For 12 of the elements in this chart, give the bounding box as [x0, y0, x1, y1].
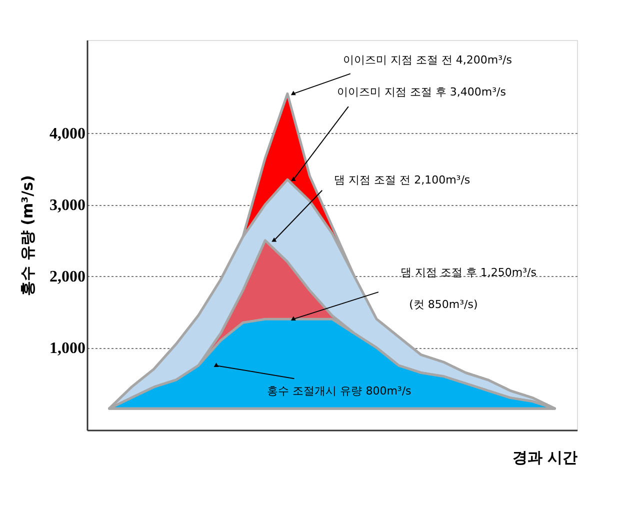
y-tick-label: 2,000 [50, 268, 86, 286]
annotation: 댐 지점 조절 후 1,250m³/s [400, 266, 537, 280]
y-tick-label: 4,000 [50, 126, 86, 143]
annotation: (컷 850m³/s) [409, 298, 478, 312]
y-tick-label: 1,000 [50, 340, 86, 358]
annotation: 이이즈미 지점 조절 전 4,200m³/s [342, 54, 512, 67]
annotation: 댐 지점 조절 전 2,100m³/s [334, 173, 470, 186]
annotation: 이이즈미 지점 조절 후 3,400m³/s [336, 86, 506, 99]
y-axis-title: 홍수 유량 (m³/s) [18, 175, 36, 296]
x-axis-title: 경과 시간 [512, 448, 578, 466]
y-tick-label: 3,000 [50, 197, 86, 214]
annotation: 홍수 조절개시 유량 800m³/s [267, 384, 412, 398]
